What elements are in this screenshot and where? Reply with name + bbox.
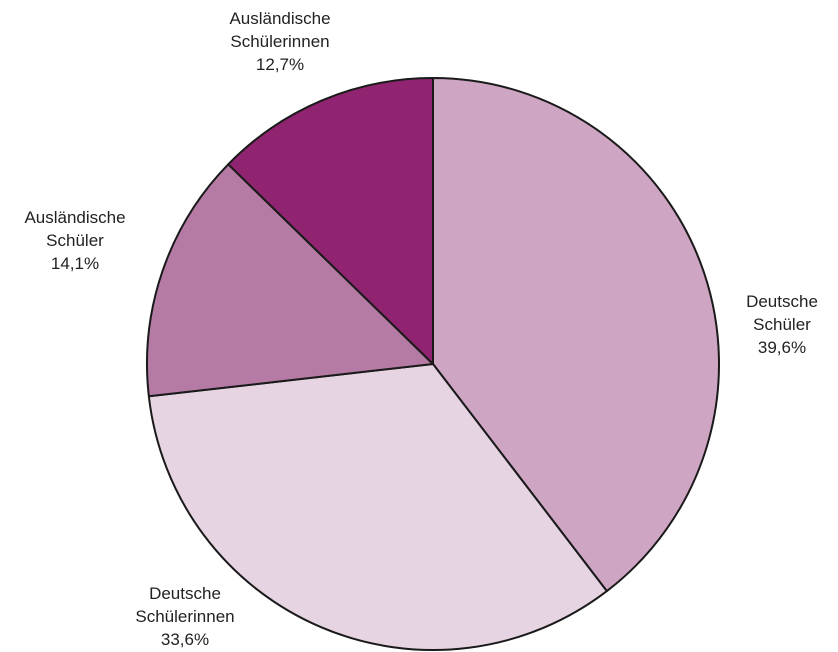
slice-label-value: 12,7% bbox=[255, 55, 305, 74]
slice-label-line1: Ausländische bbox=[24, 208, 126, 227]
slice-label-auslaendische-schueler: Ausländische Schüler 14,1% bbox=[0, 206, 160, 275]
slice-label-line1: Deutsche bbox=[746, 292, 818, 311]
slice-label-line2: Schülerinnen bbox=[230, 32, 330, 51]
slice-label-line2: Schüler bbox=[753, 315, 811, 334]
slice-label-auslaendische-schuelerinnen: Ausländische Schülerinnen 12,7% bbox=[195, 7, 365, 76]
pie-slice-deutsche-schuelerinnen bbox=[147, 363, 608, 651]
pie-slice-deutsche-schueler bbox=[432, 77, 720, 593]
pie-slice-auslaendische-schuelerinnen bbox=[227, 77, 434, 365]
pie-slice-auslaendische-schueler bbox=[146, 163, 434, 398]
slice-label-value: 33,6% bbox=[160, 630, 210, 649]
slice-label-value: 39,6% bbox=[757, 338, 807, 357]
slice-label-line2: Schülerinnen bbox=[135, 607, 235, 626]
slice-label-value: 14,1% bbox=[50, 254, 100, 273]
slice-label-line1: Ausländische bbox=[229, 9, 331, 28]
slice-label-line1: Deutsche bbox=[149, 584, 221, 603]
slice-label-deutsche-schueler: Deutsche Schüler 39,6% bbox=[697, 290, 838, 359]
slice-label-line2: Schüler bbox=[46, 231, 104, 250]
slice-label-deutsche-schuelerinnen: Deutsche Schülerinnen 33,6% bbox=[100, 582, 270, 651]
